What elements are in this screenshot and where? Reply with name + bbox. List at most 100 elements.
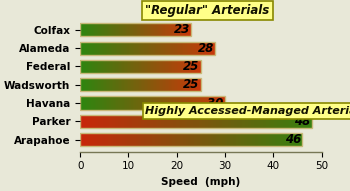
Bar xyxy=(110,60,112,73)
Bar xyxy=(183,96,185,110)
Bar xyxy=(174,78,175,91)
Bar xyxy=(132,115,135,128)
Bar xyxy=(101,60,103,73)
Bar xyxy=(170,42,172,55)
Bar xyxy=(162,78,163,91)
Bar xyxy=(261,133,264,146)
Bar xyxy=(105,23,106,36)
Text: "Regular" Arterials: "Regular" Arterials xyxy=(145,4,270,17)
Bar xyxy=(95,42,97,55)
Bar xyxy=(147,23,148,36)
Bar xyxy=(97,60,98,73)
Bar xyxy=(80,133,302,146)
Bar xyxy=(116,133,119,146)
Bar xyxy=(160,96,162,110)
Bar xyxy=(131,96,133,110)
Bar xyxy=(218,96,220,110)
Bar xyxy=(187,42,188,55)
Bar xyxy=(228,115,231,128)
Bar xyxy=(154,23,155,36)
Bar xyxy=(109,115,112,128)
Bar xyxy=(219,133,222,146)
Bar xyxy=(100,60,101,73)
Bar xyxy=(104,23,105,36)
Bar xyxy=(165,42,166,55)
Bar xyxy=(173,23,175,36)
Bar xyxy=(156,96,158,110)
Bar xyxy=(148,78,149,91)
Bar xyxy=(186,23,187,36)
Bar xyxy=(96,23,97,36)
Bar xyxy=(86,115,89,128)
Bar xyxy=(205,96,207,110)
Bar xyxy=(161,115,164,128)
Bar xyxy=(198,42,200,55)
Bar xyxy=(118,23,119,36)
Bar xyxy=(177,23,179,36)
Bar xyxy=(166,78,168,91)
Bar xyxy=(156,78,157,91)
Bar xyxy=(106,60,107,73)
Bar xyxy=(187,78,189,91)
Bar xyxy=(172,78,174,91)
Bar xyxy=(149,78,151,91)
Bar xyxy=(194,78,195,91)
Bar xyxy=(161,23,162,36)
Bar xyxy=(118,96,120,110)
Text: 25: 25 xyxy=(183,78,199,91)
Bar xyxy=(194,60,195,73)
Bar xyxy=(130,23,132,36)
Bar xyxy=(94,42,95,55)
Bar xyxy=(189,23,190,36)
Bar xyxy=(194,133,197,146)
Bar xyxy=(104,60,106,73)
Bar xyxy=(250,133,252,146)
Bar xyxy=(95,78,97,91)
Bar xyxy=(182,115,184,128)
Bar xyxy=(144,78,145,91)
Bar xyxy=(161,42,163,55)
Bar xyxy=(247,133,250,146)
Bar xyxy=(190,115,193,128)
Bar xyxy=(127,60,128,73)
Bar xyxy=(127,42,129,55)
Bar xyxy=(101,78,103,91)
Bar xyxy=(80,115,312,128)
Bar xyxy=(151,23,152,36)
Bar xyxy=(196,96,198,110)
Bar xyxy=(163,78,165,91)
Bar xyxy=(182,42,183,55)
Bar xyxy=(129,23,130,36)
Bar xyxy=(208,115,211,128)
Bar xyxy=(222,96,223,110)
Bar xyxy=(102,42,104,55)
Bar xyxy=(194,42,195,55)
Bar xyxy=(115,115,118,128)
Bar xyxy=(180,42,182,55)
Bar xyxy=(86,78,88,91)
Bar xyxy=(187,60,189,73)
Bar xyxy=(109,96,111,110)
Bar xyxy=(175,133,177,146)
Bar xyxy=(107,42,109,55)
Bar xyxy=(195,42,197,55)
Bar xyxy=(211,115,214,128)
Bar xyxy=(156,23,158,36)
Bar xyxy=(151,60,153,73)
Bar xyxy=(114,42,116,55)
Bar xyxy=(113,96,114,110)
Bar xyxy=(264,133,266,146)
Bar xyxy=(173,96,174,110)
Bar xyxy=(154,60,156,73)
Bar xyxy=(288,133,291,146)
Bar xyxy=(106,78,107,91)
Bar xyxy=(120,96,122,110)
Bar xyxy=(113,23,115,36)
Bar xyxy=(122,60,124,73)
Bar xyxy=(92,42,94,55)
Bar xyxy=(150,115,153,128)
Bar xyxy=(86,60,88,73)
Bar xyxy=(183,23,184,36)
Bar xyxy=(283,133,286,146)
Bar xyxy=(257,115,260,128)
